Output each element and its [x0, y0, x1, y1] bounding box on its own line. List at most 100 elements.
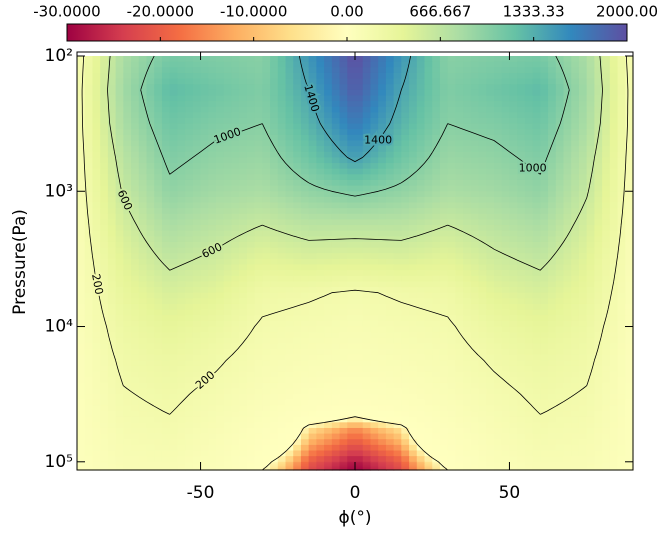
heat-cell — [393, 89, 402, 97]
heat-cell — [92, 185, 101, 192]
heat-cell — [501, 354, 511, 361]
heat-cell — [293, 275, 302, 283]
heat-cell — [246, 405, 256, 412]
heat-cell — [447, 230, 456, 237]
heat-cell — [131, 399, 140, 407]
heat-cell — [617, 134, 626, 142]
heat-cell — [571, 196, 580, 204]
heat-cell — [617, 343, 626, 350]
heat-cell — [486, 332, 495, 339]
heat-cell — [494, 394, 503, 401]
heat-cell — [246, 67, 256, 74]
heat-cell — [123, 332, 132, 339]
heat-cell — [347, 117, 356, 125]
heat-cell — [300, 112, 310, 119]
heat-cell — [416, 168, 426, 175]
heat-cell — [285, 89, 294, 97]
heat-cell — [231, 157, 240, 164]
heat-cell — [555, 275, 565, 283]
heat-cell — [216, 439, 225, 446]
heat-cell — [154, 303, 163, 311]
heat-cell — [100, 303, 109, 311]
heat-cell — [92, 56, 101, 63]
heat-cell — [439, 157, 449, 164]
heat-cell — [378, 202, 387, 209]
heat-cell — [594, 185, 603, 192]
heat-cell — [84, 399, 94, 407]
heat-cell — [115, 253, 124, 260]
heat-cell — [331, 281, 341, 288]
heat-cell — [378, 349, 387, 356]
heat-cell — [285, 236, 294, 243]
heat-cell — [115, 95, 124, 102]
heat-cell — [362, 157, 372, 164]
heat-cell — [401, 309, 410, 316]
heat-cell — [370, 258, 379, 266]
heat-cell — [246, 84, 256, 91]
heat-cell — [216, 191, 225, 198]
heat-cell — [563, 174, 572, 181]
heat-cell — [223, 416, 233, 423]
heat-cell — [115, 444, 124, 452]
heat-cell — [262, 95, 271, 102]
heat-cell — [594, 67, 603, 74]
heat-cell — [185, 117, 194, 125]
heat-cell — [262, 332, 271, 339]
heat-cell — [578, 67, 588, 74]
heat-cell — [602, 196, 611, 204]
heat-cell — [494, 411, 503, 418]
heat-cell — [339, 253, 348, 260]
heat-cell — [370, 270, 379, 277]
heat-cell — [254, 95, 263, 102]
heat-cell — [246, 101, 256, 108]
heat-cell — [617, 270, 626, 277]
heat-cell — [432, 196, 441, 204]
heat-cell — [331, 56, 341, 63]
heat-cell — [432, 202, 441, 209]
heat-cell — [331, 179, 341, 187]
heat-cell — [416, 388, 426, 395]
heat-cell — [161, 208, 171, 215]
heat-cell — [571, 258, 580, 266]
heat-cell — [463, 292, 472, 299]
heat-cell — [308, 230, 317, 237]
heat-cell — [470, 287, 480, 294]
heat-cell — [131, 360, 140, 367]
heat-cell — [594, 349, 603, 356]
heat-cell — [416, 191, 426, 198]
heat-cell — [416, 371, 426, 378]
heat-cell — [409, 117, 418, 125]
heat-cell — [100, 247, 109, 254]
heat-cell — [501, 292, 511, 299]
heat-cell — [324, 371, 333, 378]
heat-cell — [424, 349, 433, 356]
heat-cell — [161, 309, 171, 316]
heat-cell — [571, 411, 580, 418]
heat-cell — [432, 332, 441, 339]
heat-cell — [308, 241, 317, 249]
heat-cell — [563, 382, 572, 390]
heat-cell — [239, 89, 248, 97]
heat-cell — [517, 140, 526, 147]
heat-cell — [239, 270, 248, 277]
heat-cell — [455, 129, 464, 136]
heat-cell — [578, 168, 588, 175]
heat-cell — [416, 129, 426, 136]
heat-cell — [324, 365, 333, 373]
heat-cell — [555, 213, 565, 221]
heat-cell — [540, 123, 549, 130]
heat-cell — [300, 292, 310, 299]
heat-cell — [339, 95, 348, 102]
heat-cell — [401, 416, 410, 423]
heat-cell — [532, 332, 541, 339]
heat-cell — [509, 422, 518, 429]
heat-cell — [223, 95, 233, 102]
heat-cell — [154, 225, 163, 232]
heat-cell — [138, 349, 148, 356]
heat-cell — [107, 326, 117, 333]
heat-cell — [362, 411, 372, 418]
heat-cell — [154, 101, 163, 108]
heat-cell — [300, 140, 310, 147]
heat-cell — [578, 61, 588, 68]
heat-cell — [416, 326, 426, 333]
